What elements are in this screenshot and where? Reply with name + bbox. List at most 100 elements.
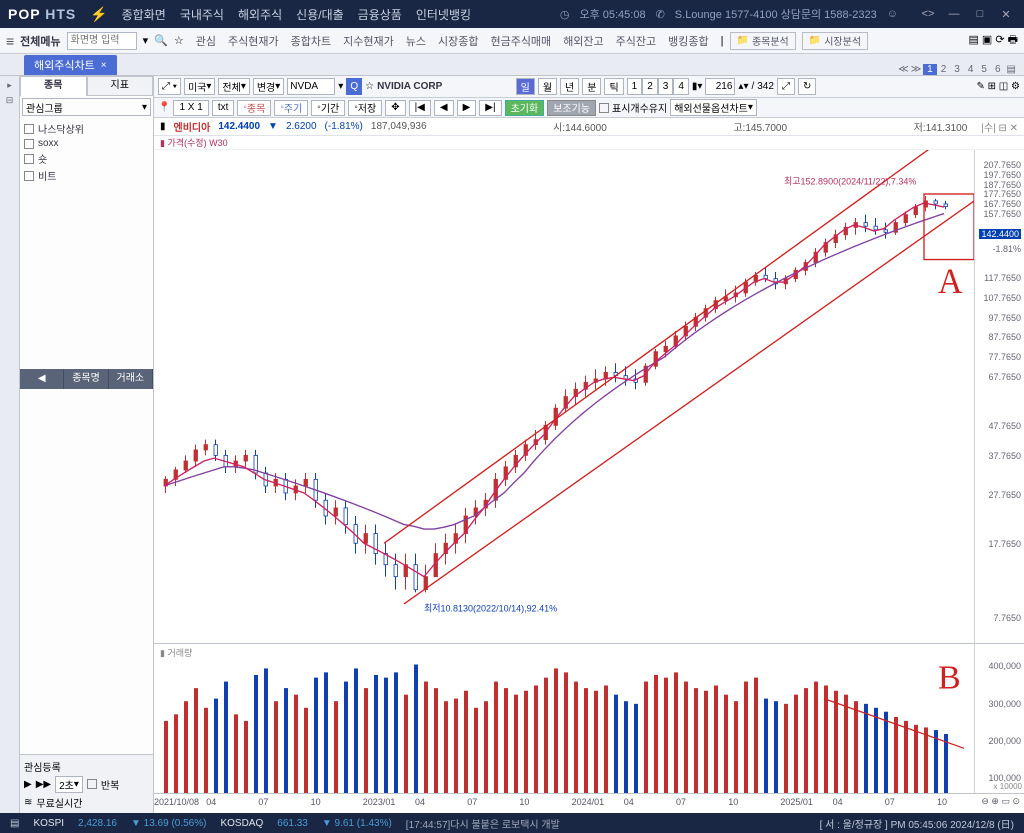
workspace-page[interactable]: 2 [937,64,951,75]
nav-first-icon[interactable]: |◀ [409,100,431,116]
nav-last-icon[interactable]: ▶| [479,100,501,116]
star-icon[interactable]: ☆ [174,34,184,47]
checkbox[interactable] [24,124,34,134]
multiplier-button[interactable]: 1 [627,78,643,95]
pin-icon[interactable]: 📍 [158,102,170,113]
period-tick-button[interactable]: 틱 [604,78,623,95]
market-select[interactable]: 전체 ▾ [218,78,249,95]
fav-screen[interactable]: 지수현재가 [337,35,400,49]
topnav-item[interactable]: 해외주식 [238,6,282,23]
fav-screen[interactable]: 해외잔고 [557,35,609,49]
overseas-futures-select[interactable]: 해외선물옵션차트 ▾ [670,99,757,116]
spinner-icon[interactable]: ▮▾ [692,81,703,92]
period-overlay-button[interactable]: ◦ 주기 [274,100,308,116]
nav-prev-icon[interactable]: ◀ [434,100,454,116]
play-icon[interactable]: ▶ [24,779,32,790]
txt-button[interactable]: txt [212,100,235,116]
tab-prev-icon[interactable]: ≪ [898,64,908,75]
hamburger-icon[interactable]: ≡ [6,33,14,49]
nav-next-icon[interactable]: ▶ [457,100,477,116]
period-month-button[interactable]: 월 [538,78,557,95]
multiplier-button[interactable]: 4 [673,78,689,95]
checkbox[interactable] [24,139,34,149]
topnav-item[interactable]: 금융상품 [358,6,402,23]
topnav-item[interactable]: 국내주식 [180,6,224,23]
fav-screen[interactable]: 현금주식매매 [484,35,557,49]
fav-screen[interactable]: 주식현재가 [222,35,285,49]
fav-screen[interactable]: 뱅킹종합 [662,35,714,49]
chart-type-select[interactable]: ⤢ ▾ [158,78,181,95]
keep-count-checkbox[interactable]: 표시개수유지 [599,100,667,115]
period-day-button[interactable]: 일 [516,78,535,95]
fav-screen[interactable]: 주식잔고 [610,35,662,49]
workspace-page[interactable]: 5 [977,64,991,75]
register-watchlist[interactable]: 관심등록 [24,757,149,775]
tab-more-icon[interactable]: ▤ [1007,64,1016,75]
folder-market-analysis[interactable]: 📁 시장분석 [802,32,868,50]
star-ticker-icon[interactable]: ☆ [365,81,374,92]
code-icon[interactable]: <> [918,8,938,21]
refresh-interval-select[interactable]: 2초 ▾ [55,776,83,793]
close-panel-icon[interactable]: |수| ⊟ ✕ [981,119,1018,134]
feedback-icon[interactable]: ☺ [887,8,898,20]
tab-overseas-chart[interactable]: 해외주식차트 × [24,55,117,75]
layout-1x1-button[interactable]: 1 X 1 [173,100,208,116]
range-button[interactable]: ◦ 기간 [311,100,345,116]
watchlist-item[interactable]: 숏 [24,150,149,167]
aux-button[interactable]: 보조기능 [547,100,596,116]
watchlist-group-select[interactable]: 관심그룹▾ [22,98,151,116]
chart-settings-icons[interactable]: ✎ ⊞ ◫ ⚙ [976,81,1020,92]
minimize-button[interactable]: — [944,8,964,21]
bar-count-input[interactable] [705,78,735,95]
multiplier-button[interactable]: 3 [658,78,674,95]
search-ticker-button[interactable]: Q [346,78,362,95]
checkbox[interactable] [24,171,34,181]
link-icon[interactable]: ⤢ [777,78,795,95]
watchlist-item[interactable]: soxx [24,137,149,150]
fav-screen[interactable]: 관심 [190,35,222,49]
topnav-item[interactable]: 종합화면 [122,6,166,23]
zoom-icons[interactable]: ⊖ ⊕ ▭ ⊙ [981,796,1020,807]
ticker-dropdown-icon[interactable]: ▾ [338,81,343,92]
stock-overlay-button[interactable]: ◦ 종목 [237,100,271,116]
workspace-page[interactable]: 4 [964,64,978,75]
prev-col-icon[interactable]: ◀ [20,369,64,389]
workspace-page[interactable]: 6 [991,64,1005,75]
repeat-checkbox[interactable] [87,779,97,789]
reset-button[interactable]: 초기화 [505,100,545,116]
workspace-page[interactable]: 1 [923,64,937,75]
fav-screen[interactable]: 뉴스 [400,35,432,49]
volume-chart[interactable]: ▮ 거래량 B x 10000 400,000300,000200,000100… [154,643,1024,793]
watchlist-item[interactable]: 나스닥상위 [24,120,149,137]
watchlist-item[interactable]: 비트 [24,167,149,184]
period-year-button[interactable]: 년 [560,78,579,95]
fav-screen[interactable]: 시장종합 [432,35,484,49]
period-min-button[interactable]: 분 [582,78,601,95]
search-icon[interactable]: 🔍 [154,34,168,47]
status-menu-icon[interactable]: ▤ [10,818,19,829]
menu-all-label[interactable]: 전체메뉴 [20,33,60,49]
search-dropdown-icon[interactable]: ▾ [143,34,149,47]
rail-expand-icon[interactable]: ▸ [7,80,12,91]
refresh-icon[interactable]: ↻ [798,78,816,95]
fav-screen[interactable]: 종합차트 [285,35,337,49]
checkbox[interactable] [24,154,34,164]
side-tab-indicators[interactable]: 지표 [87,76,154,96]
workspace-page[interactable]: 3 [950,64,964,75]
save-button[interactable]: ◦ 저장 [348,100,382,116]
pause-icon[interactable]: ▶▶ [36,779,51,790]
folder-stock-analysis[interactable]: 📁 종목분석 [730,32,796,50]
multiplier-button[interactable]: 2 [642,78,658,95]
topnav-item[interactable]: 인터넷뱅킹 [416,6,471,23]
country-select[interactable]: 미국 ▾ [184,78,215,95]
ticker-input[interactable] [287,78,335,95]
screen-search-input[interactable] [67,32,137,50]
cursor-icon[interactable]: ✥ [385,100,405,116]
maximize-button[interactable]: □ [970,8,990,21]
price-chart[interactable]: A최고152.8900(2024/11/22),7.34%최저10.8130(2… [154,150,1024,643]
side-tab-stocks[interactable]: 종목 [20,76,87,96]
toolbar-utility-icons[interactable]: ▤ ▣ ⟳ 🖶 [968,31,1018,50]
tab-next-icon[interactable]: ≫ [911,64,921,75]
topnav-item[interactable]: 신용/대출 [296,6,344,23]
tab-close-icon[interactable]: × [101,60,107,71]
